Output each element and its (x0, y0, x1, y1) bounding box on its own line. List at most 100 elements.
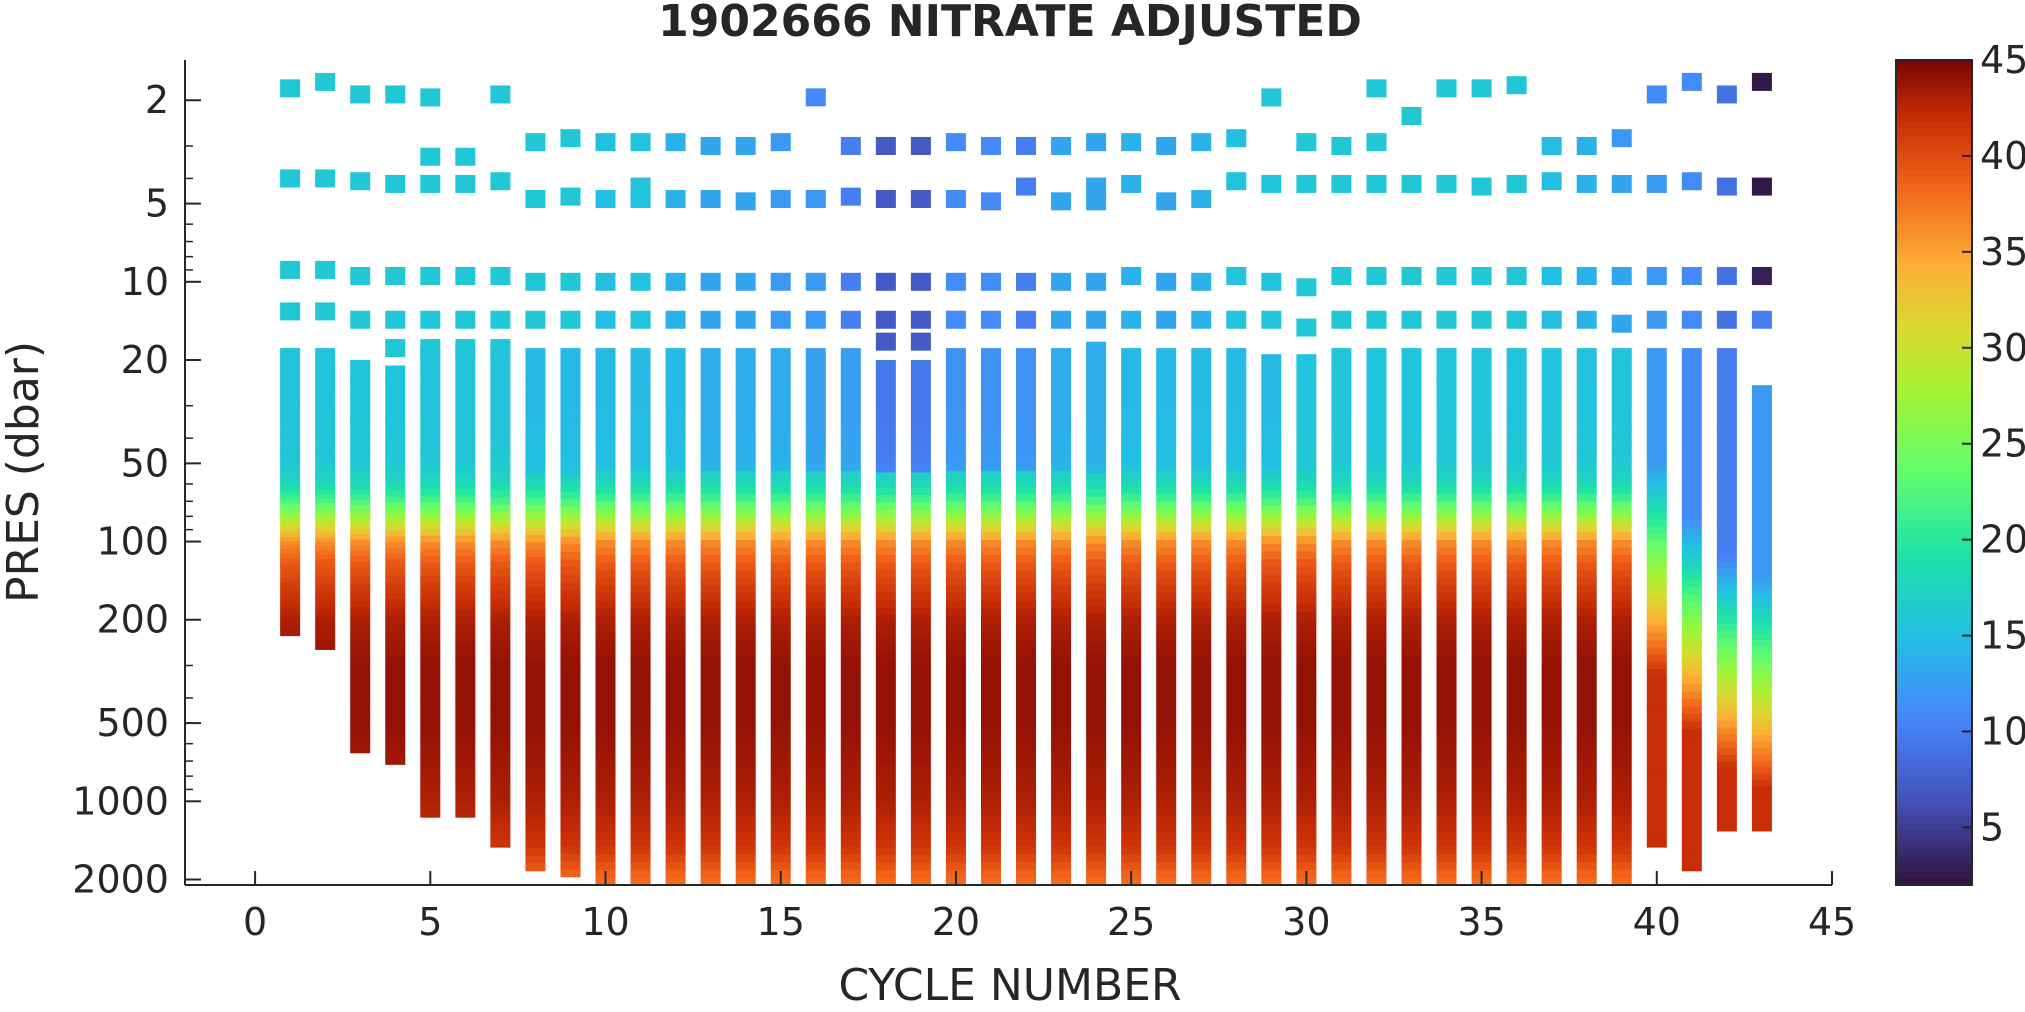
column-strip (875, 599, 896, 609)
colorbar-segment (1896, 534, 1972, 543)
surface-sample (1576, 174, 1597, 193)
column-strip (595, 593, 616, 602)
column-strip (315, 636, 336, 642)
column-strip (1611, 838, 1632, 848)
column-strip (840, 624, 861, 633)
column-strip (1751, 385, 1772, 393)
column-strip (1506, 440, 1527, 449)
column-strip (1401, 585, 1422, 595)
surface-sample (1261, 88, 1282, 107)
column-strip (1366, 739, 1387, 748)
column-strip (805, 440, 826, 449)
y-tick-label: 500 (96, 701, 169, 745)
column-strip (1366, 608, 1387, 618)
column-strip (1051, 570, 1072, 579)
column-strip (1156, 378, 1177, 388)
column-strip (805, 838, 826, 848)
column-strip (945, 555, 966, 564)
column-strip (1331, 493, 1352, 503)
column-strip (1401, 800, 1422, 809)
column-strip (945, 432, 966, 441)
column-strip (455, 636, 476, 644)
column-strip (735, 348, 756, 357)
column-strip (1436, 723, 1457, 733)
column-strip (1261, 869, 1282, 879)
column-strip (1611, 846, 1632, 855)
column-strip (1506, 386, 1527, 395)
column-strip (1751, 729, 1772, 736)
column-strip (700, 846, 721, 855)
column-strip (805, 731, 826, 740)
column-strip (1261, 695, 1282, 704)
column-strip (1016, 639, 1037, 648)
column-strip (735, 555, 756, 564)
column-strip (1716, 575, 1737, 584)
column-strip (1226, 708, 1247, 717)
column-strip (1401, 654, 1422, 664)
column-strip (560, 657, 581, 666)
column-strip (1191, 432, 1212, 441)
column-strip (1716, 486, 1737, 494)
column-strip (385, 684, 406, 691)
surface-sample (315, 72, 336, 91)
column-strip (1646, 561, 1667, 570)
column-strip (455, 415, 476, 423)
column-strip (315, 507, 336, 513)
surface-sample (350, 85, 371, 104)
column-strip (560, 476, 581, 485)
column-strip (1261, 839, 1282, 848)
column-strip (1436, 547, 1457, 556)
column-strip (1541, 424, 1562, 434)
column-strip (1086, 458, 1107, 467)
column-strip (280, 500, 301, 505)
column-strip (1576, 539, 1597, 549)
column-strip (805, 601, 826, 610)
column-strip (910, 809, 931, 819)
column-strip (1016, 762, 1037, 771)
column-strip (1401, 601, 1422, 610)
colorbar-segment (1896, 747, 1972, 756)
profile-cycle-22 (1016, 136, 1037, 886)
column-strip (455, 515, 476, 523)
column-strip (350, 735, 371, 743)
column-strip (665, 532, 686, 541)
column-strip (1436, 685, 1457, 694)
column-strip (630, 394, 651, 403)
column-strip (1541, 417, 1562, 426)
column-strip (1506, 601, 1527, 610)
column-strip (1751, 576, 1772, 584)
column-strip (1436, 731, 1457, 740)
profile-cycle-25 (1121, 133, 1142, 886)
column-strip (665, 716, 686, 725)
column-strip (805, 509, 826, 518)
column-strip (980, 647, 1001, 656)
column-strip (1716, 541, 1737, 549)
column-strip (1121, 532, 1142, 541)
column-strip (1716, 423, 1737, 432)
column-strip (945, 593, 966, 602)
surface-sample (1611, 129, 1632, 148)
colorbar-segment (1896, 665, 1972, 673)
surface-sample (1506, 76, 1527, 95)
colorbar-segment (1896, 871, 1972, 879)
column-strip (595, 769, 616, 779)
surface-sample (1471, 267, 1492, 286)
column-strip (1471, 792, 1492, 802)
column-strip (595, 670, 616, 679)
column-strip (350, 489, 371, 496)
column-strip (525, 713, 546, 722)
column-strip (1366, 355, 1387, 365)
column-strip (1401, 877, 1422, 886)
column-strip (945, 624, 966, 633)
column-strip (1506, 363, 1527, 372)
column-strip (1191, 447, 1212, 457)
column-strip (700, 585, 721, 595)
column-strip (1331, 516, 1352, 526)
column-strip (1646, 504, 1667, 513)
column-strip (1401, 478, 1422, 487)
column-strip (735, 815, 756, 825)
column-strip (1751, 474, 1772, 482)
column-strip (1366, 578, 1387, 587)
column-strip (490, 790, 511, 798)
column-strip (595, 394, 616, 403)
